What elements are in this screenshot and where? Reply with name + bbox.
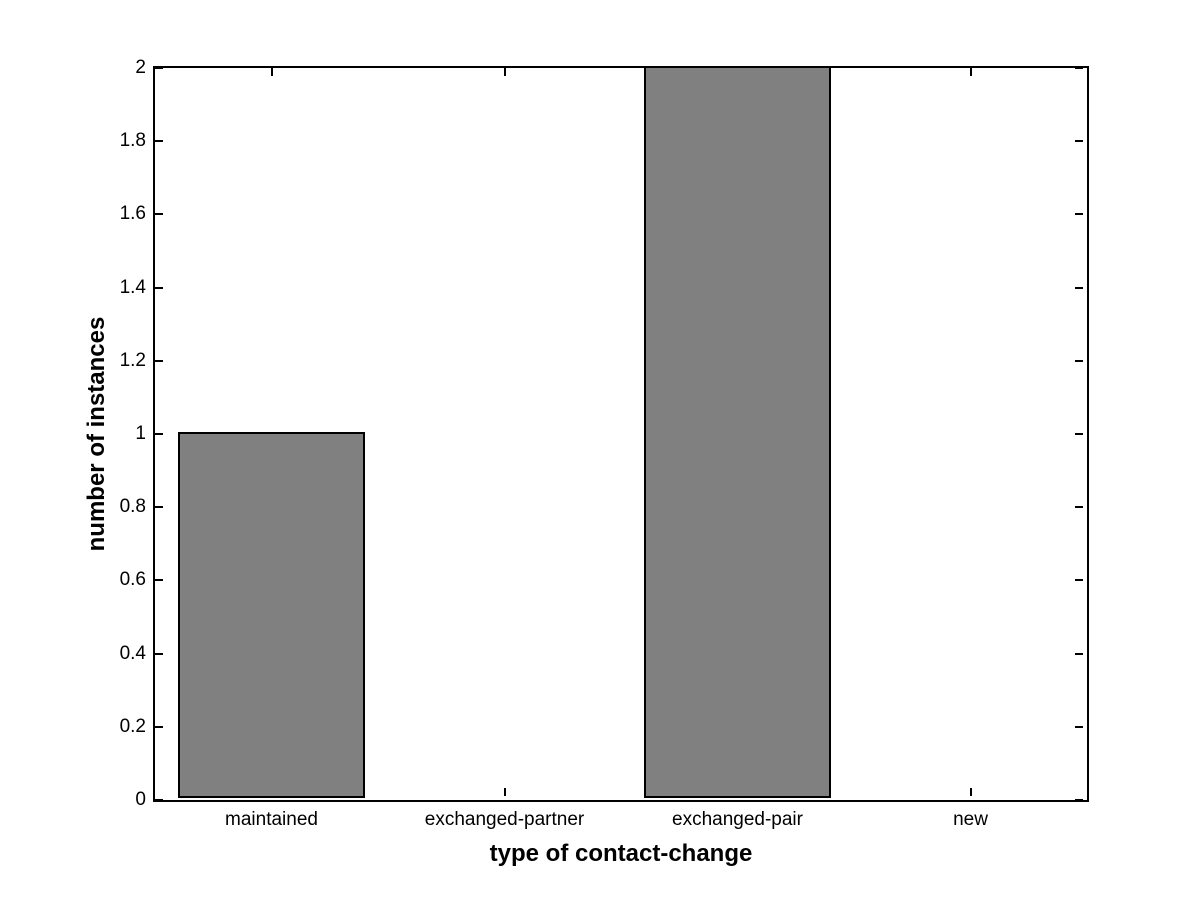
x-tick-bottom bbox=[503, 788, 506, 796]
plot-area bbox=[153, 66, 1089, 802]
y-tick-left bbox=[155, 67, 163, 69]
y-tick-label: 1 bbox=[135, 423, 146, 444]
y-tick-left bbox=[155, 213, 163, 216]
x-tick-top bbox=[503, 68, 506, 76]
y-tick-label: 0.2 bbox=[119, 715, 146, 737]
y-tick-right bbox=[1075, 506, 1083, 509]
y-tick-left bbox=[155, 799, 163, 801]
y-tick-right bbox=[1075, 213, 1083, 216]
y-tick-right bbox=[1075, 579, 1083, 582]
y-tick-left bbox=[155, 359, 163, 362]
y-tick-right bbox=[1075, 725, 1083, 728]
x-tick-label: maintained bbox=[225, 809, 318, 830]
x-tick-label: new bbox=[953, 809, 988, 830]
bar-exchanged-pair bbox=[644, 66, 831, 798]
x-tick-label: exchanged-pair bbox=[672, 809, 803, 830]
y-tick-right bbox=[1075, 359, 1083, 362]
y-tick-left bbox=[155, 433, 163, 435]
y-tick-label: 1.8 bbox=[119, 130, 146, 152]
y-tick-right bbox=[1075, 286, 1083, 289]
y-tick-label: 0.8 bbox=[119, 496, 146, 518]
x-tick-top bbox=[969, 68, 972, 76]
y-tick-label: 1.4 bbox=[119, 276, 146, 298]
y-tick-right bbox=[1075, 67, 1083, 69]
y-tick-right bbox=[1075, 433, 1083, 435]
y-tick-right bbox=[1075, 652, 1083, 655]
y-tick-left bbox=[155, 652, 163, 655]
y-tick-left bbox=[155, 286, 163, 289]
y-tick-label: 1.2 bbox=[119, 349, 146, 371]
y-tick-left bbox=[155, 725, 163, 728]
y-tick-left bbox=[155, 579, 163, 582]
bar-maintained bbox=[178, 432, 365, 798]
y-tick-right bbox=[1075, 140, 1083, 143]
y-tick-label: 0.6 bbox=[119, 569, 146, 591]
y-tick-label: 1.6 bbox=[119, 203, 146, 225]
y-tick-label: 2 bbox=[135, 57, 146, 78]
x-tick-bottom bbox=[969, 788, 972, 796]
y-tick-label: 0 bbox=[135, 789, 146, 810]
y-tick-right bbox=[1075, 799, 1083, 801]
x-tick-top bbox=[270, 68, 273, 76]
x-axis-title: type of contact-change bbox=[489, 840, 753, 867]
y-tick-left bbox=[155, 140, 163, 143]
y-tick-left bbox=[155, 506, 163, 509]
y-tick-label: 0.4 bbox=[119, 642, 146, 664]
x-tick-label: exchanged-partner bbox=[424, 809, 585, 830]
